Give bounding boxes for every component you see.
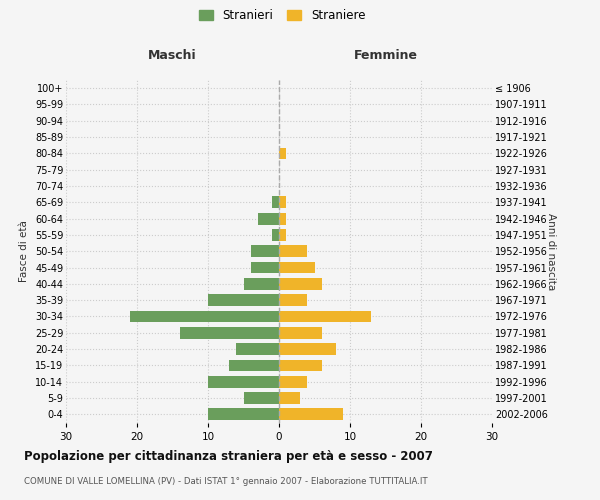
Text: Maschi: Maschi [148,50,197,62]
Bar [279,262,314,274]
Bar [258,213,279,224]
Bar [279,278,322,289]
Bar [208,376,279,388]
Text: COMUNE DI VALLE LOMELLINA (PV) - Dati ISTAT 1° gennaio 2007 - Elaborazione TUTTI: COMUNE DI VALLE LOMELLINA (PV) - Dati IS… [24,478,428,486]
Bar [279,294,307,306]
Bar [279,408,343,420]
Bar [279,343,336,355]
Bar [279,360,322,372]
Bar [279,246,307,257]
Bar [179,327,279,338]
Bar [229,360,279,372]
Bar [251,246,279,257]
Bar [279,392,301,404]
Bar [279,148,286,160]
Bar [279,196,286,208]
Bar [279,229,286,241]
Bar [244,392,279,404]
Bar [130,310,279,322]
Bar [208,294,279,306]
Legend: Stranieri, Straniere: Stranieri, Straniere [195,6,369,26]
Bar [208,408,279,420]
Bar [279,376,307,388]
Y-axis label: Anni di nascita: Anni di nascita [546,212,556,290]
Bar [279,310,371,322]
Bar [236,343,279,355]
Bar [251,262,279,274]
Bar [279,213,286,224]
Bar [279,327,322,338]
Bar [272,196,279,208]
Y-axis label: Fasce di età: Fasce di età [19,220,29,282]
Text: Popolazione per cittadinanza straniera per età e sesso - 2007: Popolazione per cittadinanza straniera p… [24,450,433,463]
Bar [272,229,279,241]
Text: Femmine: Femmine [353,50,418,62]
Bar [244,278,279,289]
